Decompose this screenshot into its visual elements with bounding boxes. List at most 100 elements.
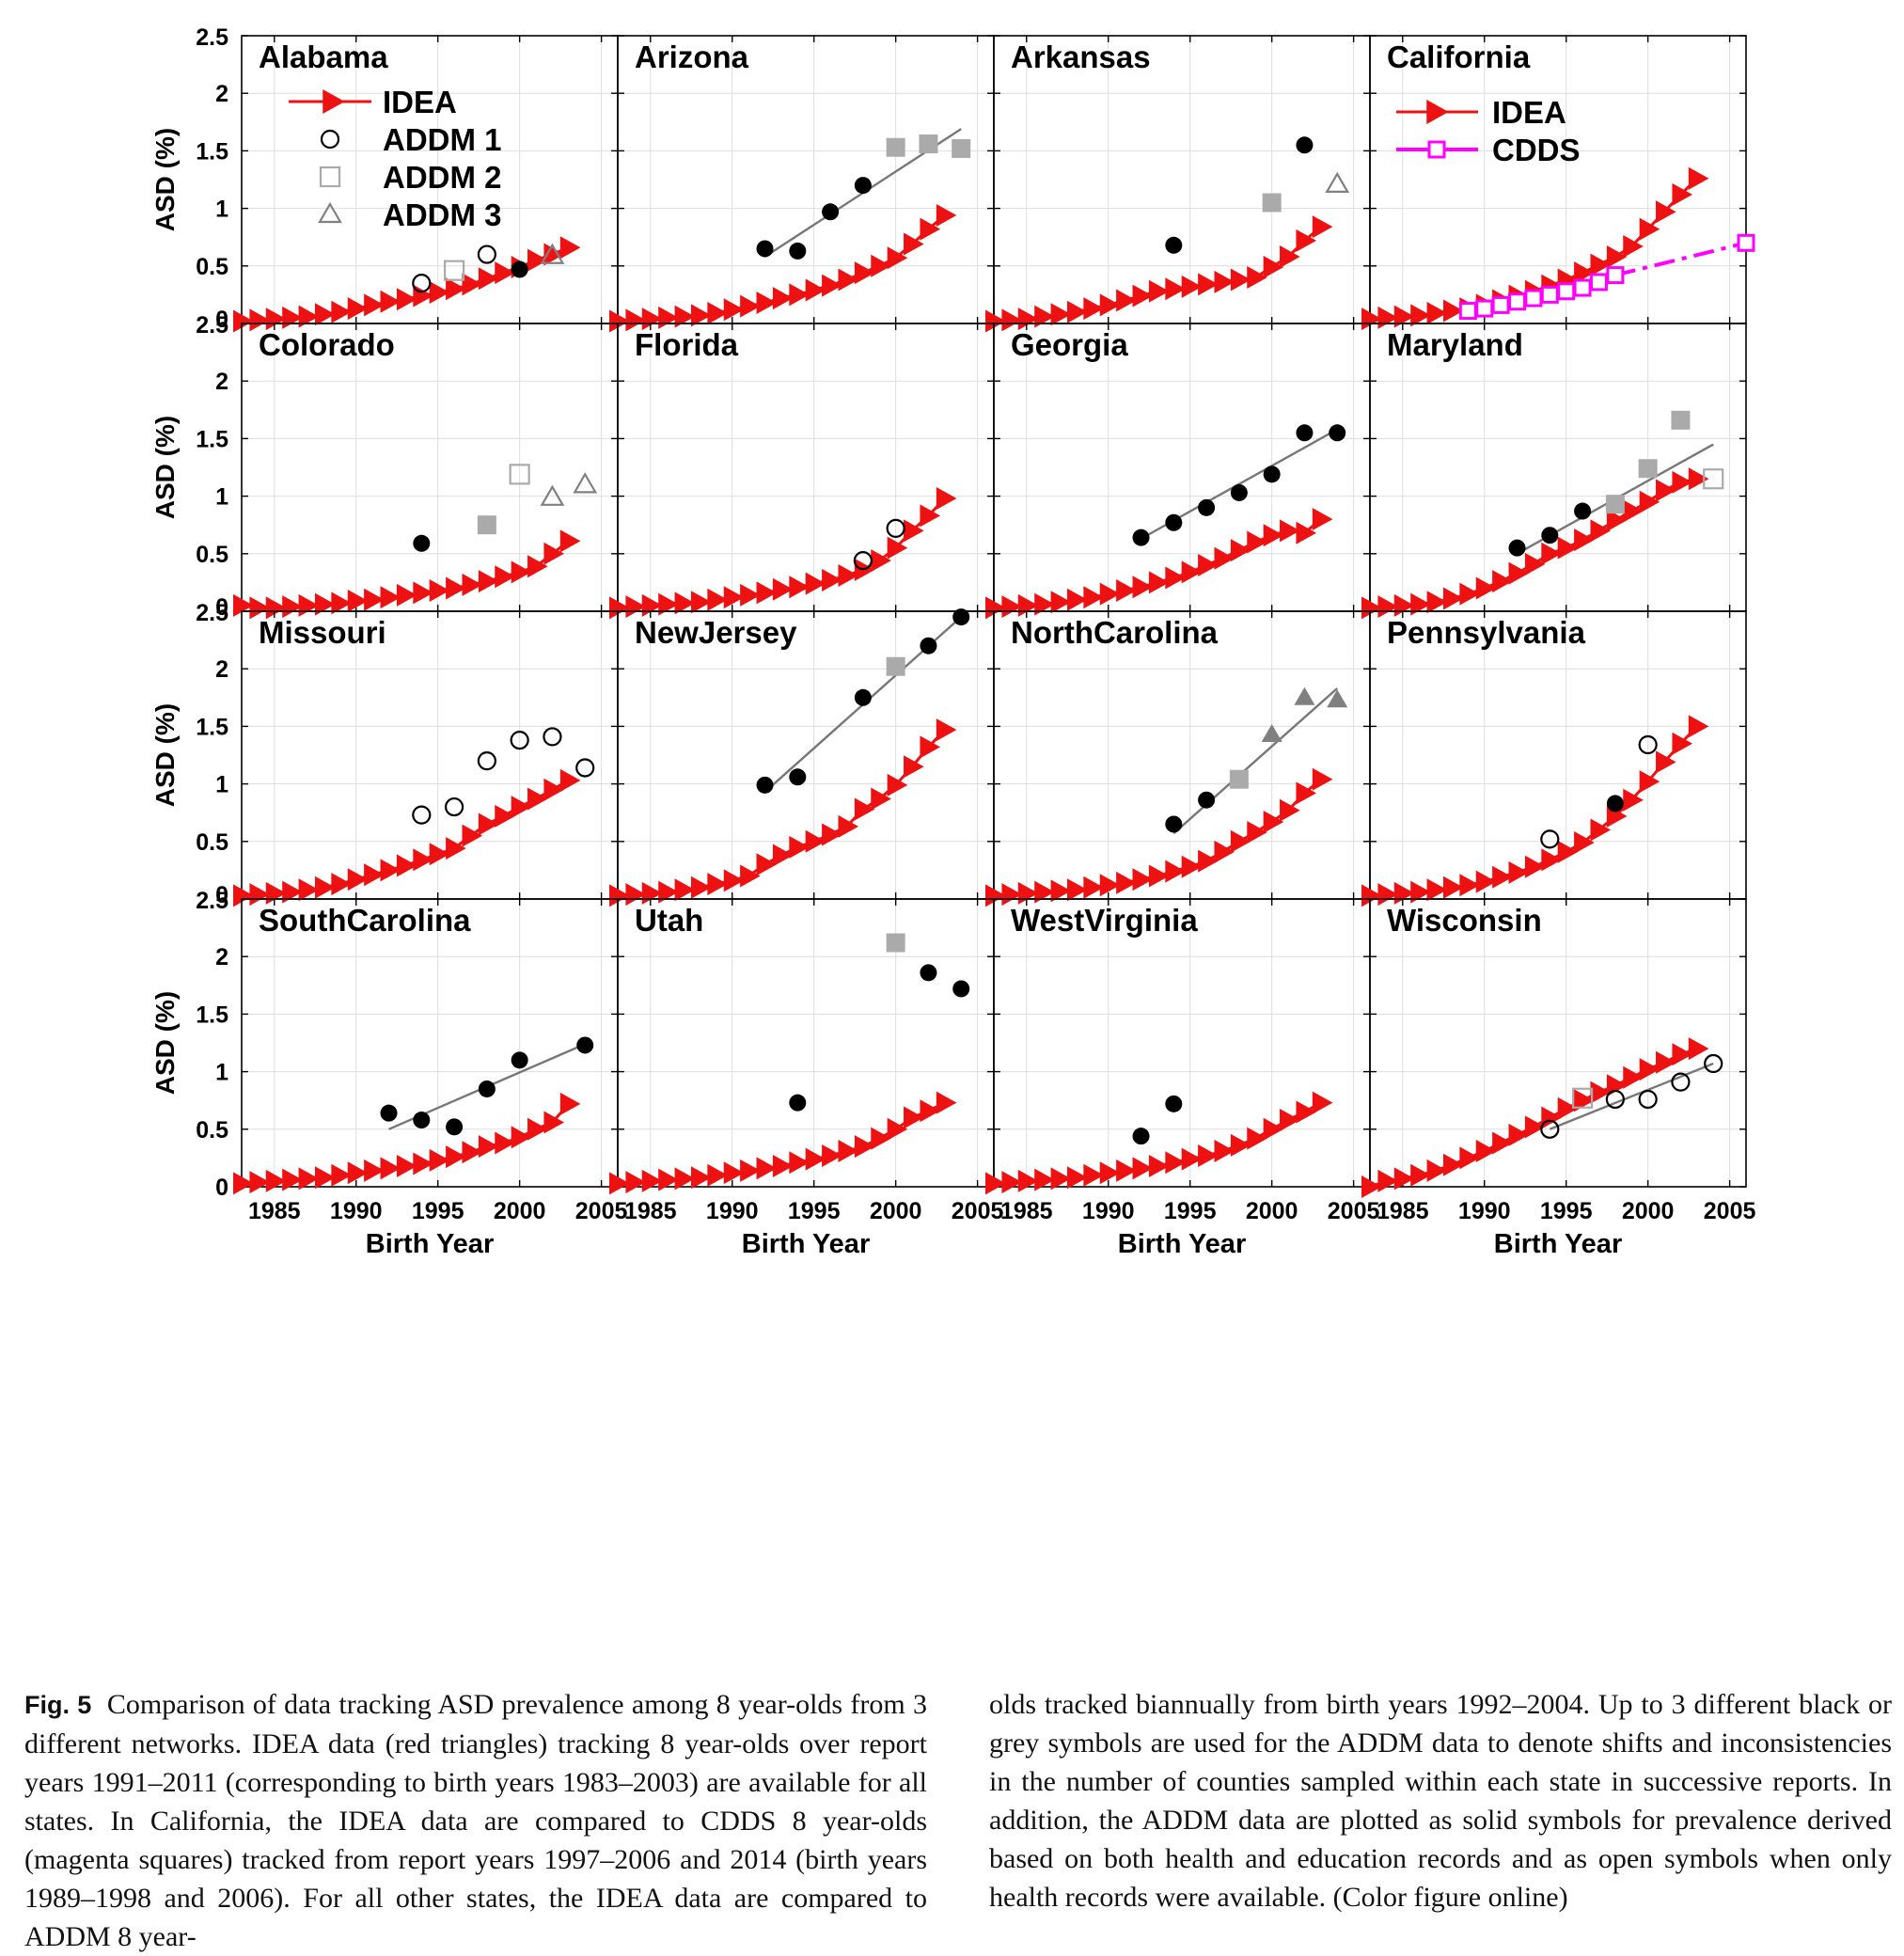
panel-utah: 1985 1990 1995 2000 2005 Birth Year Utah bbox=[609, 898, 1004, 1259]
panel-wisconsin: 1985 1990 1995 2000 2005 Birth Year Wisconsin bbox=[1361, 898, 1756, 1259]
idea-point bbox=[1230, 539, 1251, 562]
x-axis-label: Birth Year bbox=[742, 1229, 870, 1259]
x-tick-label: 1990 bbox=[330, 1198, 383, 1224]
idea-point bbox=[1475, 870, 1497, 893]
idea-point bbox=[1541, 542, 1562, 565]
idea-point bbox=[347, 297, 369, 321]
idea-point bbox=[249, 1171, 270, 1194]
idea-point bbox=[1361, 884, 1382, 907]
idea-point bbox=[871, 549, 891, 573]
panel-frame bbox=[1369, 323, 1747, 612]
idea-point bbox=[1099, 874, 1121, 897]
idea-point bbox=[1442, 587, 1464, 610]
idea-point bbox=[1459, 874, 1480, 897]
idea-point bbox=[233, 593, 254, 617]
y-axis-label: ASD (%) bbox=[150, 991, 180, 1095]
idea-point bbox=[1606, 245, 1628, 269]
idea-point bbox=[789, 576, 810, 599]
idea-point bbox=[1198, 554, 1219, 577]
addm-point bbox=[1132, 528, 1150, 546]
panel-frame bbox=[241, 323, 619, 612]
state-title: Colorado bbox=[259, 327, 395, 362]
idea-point bbox=[822, 274, 842, 297]
idea-point bbox=[887, 773, 908, 797]
idea-point bbox=[364, 863, 385, 887]
addm-point bbox=[854, 177, 872, 195]
idea-point bbox=[314, 592, 336, 616]
idea-point bbox=[1639, 1058, 1660, 1081]
legend-cdds-label: CDDS bbox=[1492, 133, 1581, 167]
idea-point bbox=[838, 564, 859, 588]
idea-point bbox=[559, 529, 581, 553]
addm-point bbox=[1606, 795, 1624, 812]
panel-missouri: 0 0.5 1 1.5 2 2.5 ASD (%) Missouri bbox=[150, 600, 619, 908]
idea-point bbox=[920, 504, 941, 528]
legend-addm3-label: ADDM 3 bbox=[383, 197, 502, 232]
idea-point bbox=[1083, 297, 1104, 321]
addm-point bbox=[380, 1104, 398, 1122]
idea-point bbox=[314, 303, 336, 326]
idea-point bbox=[690, 875, 712, 899]
y-axis-label: ASD (%) bbox=[150, 416, 180, 519]
state-title: Arkansas bbox=[1011, 39, 1151, 74]
y-tick-label: 0 bbox=[215, 882, 228, 908]
idea-point bbox=[396, 288, 417, 311]
legend-idea-label: IDEA bbox=[383, 85, 457, 119]
idea-point bbox=[740, 1159, 761, 1182]
idea-point bbox=[1312, 767, 1333, 791]
addm-point bbox=[413, 1112, 431, 1129]
x-tick-label: 2005 bbox=[952, 1198, 1004, 1224]
x-tick-label: 2000 bbox=[494, 1198, 546, 1224]
x-tick-label: 1985 bbox=[624, 1198, 677, 1224]
state-title: Wisconsin bbox=[1387, 903, 1542, 938]
idea-point bbox=[478, 812, 499, 836]
y-tick-label: 1 bbox=[215, 484, 228, 511]
idea-point bbox=[772, 844, 794, 867]
y-tick-label: 0.5 bbox=[196, 254, 228, 280]
idea-point bbox=[740, 864, 761, 888]
idea-point bbox=[1426, 301, 1448, 324]
idea-point bbox=[1116, 289, 1137, 312]
idea-point bbox=[1688, 715, 1709, 738]
idea-point bbox=[1198, 273, 1219, 296]
idea-point bbox=[1492, 1131, 1513, 1155]
idea-point bbox=[413, 1152, 433, 1175]
addm-point bbox=[886, 933, 905, 953]
idea-point bbox=[1001, 883, 1022, 907]
trend-line bbox=[1172, 687, 1339, 835]
idea-point bbox=[740, 583, 761, 607]
idea-point bbox=[462, 573, 483, 596]
addm-point bbox=[1229, 769, 1249, 789]
y-tick-label: 2.5 bbox=[196, 24, 228, 51]
x-tick-label: 1985 bbox=[1000, 1198, 1053, 1224]
idea-point bbox=[1050, 591, 1072, 614]
x-tick-label: 2000 bbox=[870, 1198, 922, 1224]
y-tick-label: 1.5 bbox=[196, 138, 228, 165]
cdds-point bbox=[1573, 278, 1592, 297]
idea-point bbox=[1017, 308, 1039, 331]
addm-point bbox=[1541, 527, 1559, 544]
idea-point bbox=[789, 283, 810, 307]
idea-point bbox=[1148, 864, 1170, 888]
idea-point bbox=[1312, 1091, 1333, 1114]
cdds-point bbox=[1540, 285, 1559, 304]
addm-point bbox=[1296, 424, 1314, 442]
idea-point bbox=[462, 1141, 483, 1164]
idea-point bbox=[1656, 479, 1676, 502]
addm-point bbox=[443, 260, 465, 281]
panel-georgia: Georgia bbox=[985, 323, 1371, 620]
y-axis-label: ASD (%) bbox=[150, 128, 180, 231]
idea-point bbox=[1442, 875, 1464, 899]
idea-point bbox=[822, 568, 842, 592]
idea-point bbox=[772, 577, 794, 601]
idea-point bbox=[347, 868, 369, 891]
idea-point bbox=[1442, 299, 1464, 323]
addm-point bbox=[446, 1118, 464, 1136]
idea-point bbox=[559, 236, 581, 260]
idea-point bbox=[1508, 1123, 1530, 1146]
idea-point bbox=[1263, 1117, 1284, 1141]
idea-point bbox=[1296, 229, 1317, 252]
idea-point bbox=[609, 309, 630, 333]
